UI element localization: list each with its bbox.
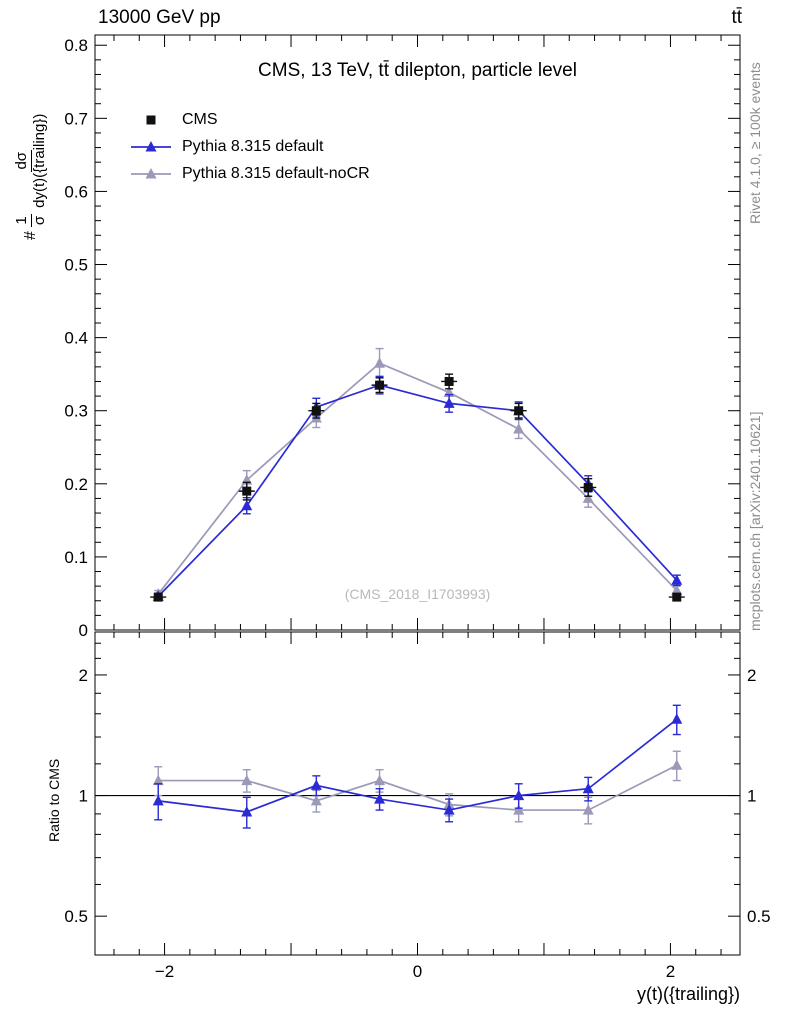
- triangle-marker-icon: [513, 422, 525, 434]
- ratio-series-pythia-8-315-default-nocr: [152, 750, 683, 825]
- legend-label: CMS: [182, 110, 218, 128]
- triangle-marker-icon: [582, 492, 594, 503]
- square-marker-icon: [672, 592, 682, 602]
- ratio-y-tick-label-left: 0.5: [64, 907, 88, 926]
- ratio-y-axis-label: Ratio to CMS: [46, 758, 62, 842]
- triangle-marker-icon: [152, 794, 164, 806]
- square-marker-icon: [311, 406, 321, 416]
- square-marker-icon: [375, 380, 385, 390]
- triangle-marker-icon: [671, 713, 683, 724]
- ratio-y-tick-label-left: 1: [79, 787, 88, 806]
- analysis-watermark: (CMS_2018_I1703993): [344, 586, 491, 602]
- y-tick-label: 0: [79, 621, 88, 640]
- ratio-y-tick-label-right: 1: [747, 787, 756, 806]
- legend-item-cms: CMS: [128, 106, 370, 133]
- square-marker-icon: [242, 486, 252, 496]
- y-tick-label: 0.8: [64, 36, 88, 55]
- ratio-y-tick-label-right: 2: [747, 666, 756, 685]
- y-tick-label: 0.4: [64, 329, 88, 348]
- square-marker-icon: [514, 406, 524, 416]
- triangle-marker-icon: [131, 140, 171, 151]
- main-series-cms: [150, 373, 685, 602]
- triangle-marker-icon: [374, 793, 386, 804]
- square-marker-icon: [153, 592, 163, 602]
- series-line: [158, 718, 678, 813]
- rivet-version-note: Rivet 4.1.0, ≥ 100k events: [747, 62, 763, 224]
- x-axis-label: y(t)({trailing}): [636, 984, 740, 1004]
- main-series-pythia-8-315-default-nocr: [152, 347, 683, 599]
- triangle-marker-icon: [241, 805, 253, 817]
- triangle-marker-icon: [513, 789, 525, 801]
- series-line: [158, 764, 678, 811]
- square-marker-icon: [583, 482, 593, 492]
- y-tick-label: 0.7: [64, 109, 88, 128]
- square-marker-icon: [146, 115, 156, 124]
- ratio-y-tick-label-left: 2: [79, 666, 88, 685]
- triangle-marker-icon: [374, 357, 386, 368]
- beam-energy-label: 13000 GeV pp: [98, 7, 221, 28]
- y-tick-label: 0.2: [64, 475, 88, 494]
- mcplots-note: mcplots.cern.ch [arXiv:2401.10621]: [747, 411, 763, 631]
- legend: CMS Pythia 8.315 default Pythia 8.315 defa…: [128, 106, 370, 187]
- triangle-marker-icon: [131, 167, 171, 178]
- y-tick-label: 0.1: [64, 548, 88, 567]
- ratio-series-pythia-8-315-default: [152, 704, 683, 829]
- triangle-marker-icon: [145, 167, 157, 178]
- legend-label: Pythia 8.315 default-noCR: [182, 164, 370, 182]
- triangle-marker-icon: [443, 804, 455, 815]
- triangle-marker-icon: [671, 584, 683, 596]
- triangle-marker-icon: [374, 774, 386, 786]
- main-series-pythia-8-315-default: [152, 375, 683, 601]
- triangle-marker-icon: [241, 499, 253, 511]
- triangle-marker-icon: [582, 782, 594, 794]
- y-axis-label-prefix: #: [22, 231, 40, 240]
- triangle-marker-icon: [582, 804, 594, 815]
- triangle-marker-icon: [671, 759, 683, 770]
- x-tick-label: 0: [413, 962, 422, 981]
- legend-item-pythia-8-315-default: Pythia 8.315 default: [128, 133, 370, 160]
- triangle-marker-icon: [671, 574, 683, 585]
- x-tick-label: −2: [155, 962, 174, 981]
- y-tick-label: 0.3: [64, 402, 88, 421]
- ratio-y-tick-label-right: 0.5: [747, 907, 771, 926]
- square-marker-icon: [146, 115, 156, 124]
- y-tick-label: 0.5: [64, 256, 88, 275]
- triangle-marker-icon: [443, 397, 455, 408]
- triangle-marker-icon: [152, 774, 164, 786]
- triangle-marker-icon: [145, 140, 157, 151]
- series-line: [157, 362, 678, 595]
- y-axis-label-frac2: dσ dy(t)({trailing}): [13, 113, 48, 208]
- y-tick-label: 0.6: [64, 182, 88, 201]
- legend-item-pythia-8-315-default-nocr: Pythia 8.315 default-noCR: [128, 160, 370, 187]
- triangle-marker-icon: [513, 804, 525, 815]
- triangle-marker-icon: [241, 774, 253, 786]
- legend-label: Pythia 8.315 default: [182, 137, 324, 155]
- triangle-marker-icon: [310, 794, 322, 806]
- process-label: tt̄: [731, 7, 742, 28]
- triangle-marker-icon: [310, 779, 322, 790]
- plot-title: CMS, 13 TeV, tt̄ dilepton, particle leve…: [258, 60, 577, 81]
- x-tick-label: 2: [666, 962, 675, 981]
- series-line: [157, 384, 678, 597]
- square-marker-icon: [444, 376, 454, 386]
